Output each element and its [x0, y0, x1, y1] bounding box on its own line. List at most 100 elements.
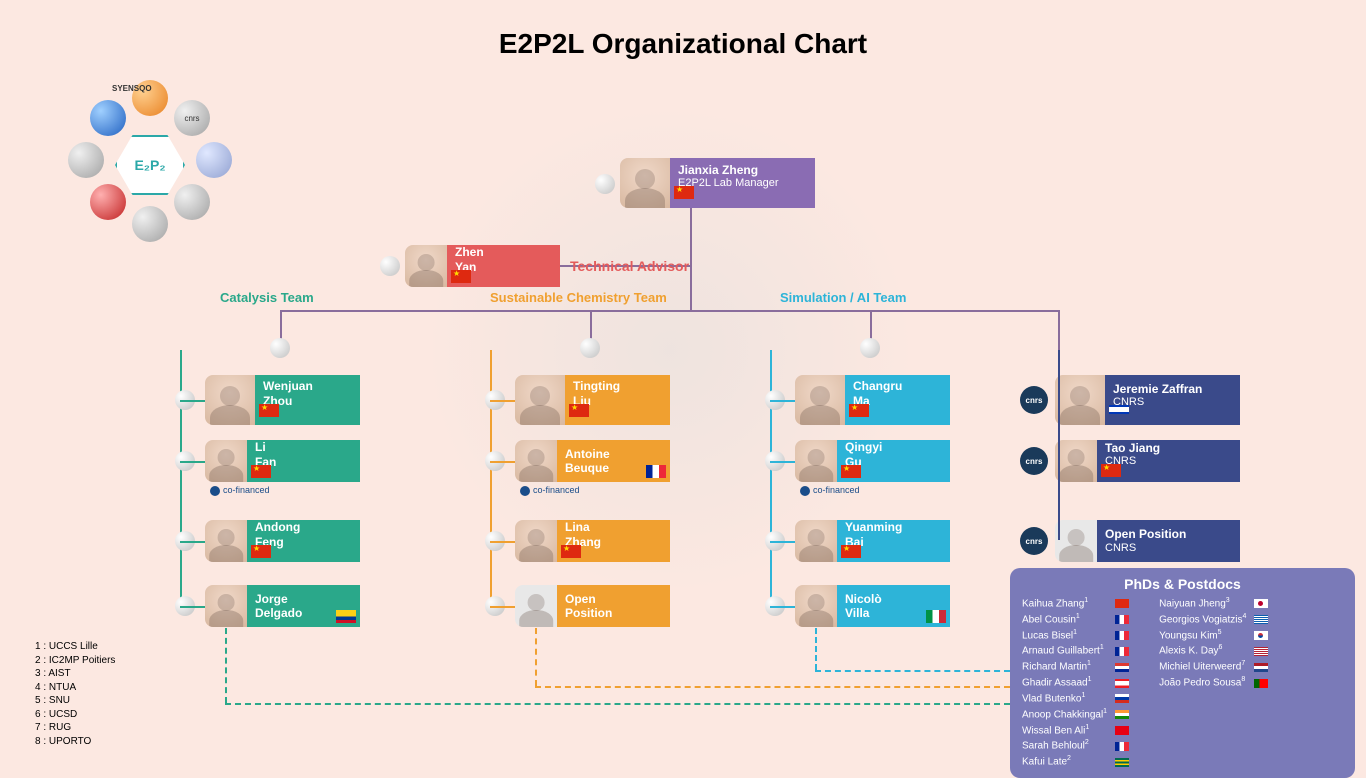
connector [1058, 350, 1060, 540]
node-sphere [380, 256, 400, 276]
phd-name: Georgios Vogiatzis4 [1159, 612, 1246, 628]
avatar [515, 440, 557, 482]
person-card: WenjuanZhou [205, 375, 360, 425]
technical-advisor-label: Technical Advisor [570, 258, 689, 274]
flag-icon [1254, 679, 1268, 688]
flag-icon [849, 404, 869, 417]
person-role: CNRS [1105, 542, 1232, 555]
flag-icon [1115, 599, 1129, 608]
phd-row: Alexis K. Day6 [1159, 643, 1268, 659]
person-last: Position [565, 606, 662, 620]
connector-dashed [225, 703, 1010, 705]
connector [180, 461, 205, 463]
person-card: YuanmingBai [795, 520, 950, 562]
footnote-line: 2 : IC2MP Poitiers [35, 654, 115, 668]
flag-icon [1254, 631, 1268, 640]
person-first: Changru [853, 379, 942, 393]
phd-name: Abel Cousin1 [1022, 612, 1080, 628]
flag-icon [1115, 726, 1129, 735]
phd-row: Michiel Uiterweerd7 [1159, 659, 1268, 675]
connector [770, 461, 795, 463]
phd-name: Vlad Butenko1 [1022, 691, 1085, 707]
syensqo-label: SYENSQO [112, 84, 152, 93]
flag-icon [451, 270, 471, 283]
avatar [405, 245, 447, 287]
flag-icon [569, 404, 589, 417]
person-card: LiFan [205, 440, 360, 482]
connector [770, 350, 772, 605]
phd-name: Sarah Behloul2 [1022, 738, 1089, 754]
phd-row: Kaihua Zhang1 [1022, 596, 1129, 612]
flag-icon [1254, 599, 1268, 608]
flag-icon [259, 404, 279, 417]
person-card: OpenPosition [515, 585, 670, 627]
footnote-line: 5 : SNU [35, 694, 115, 708]
phd-name: Youngsu Kim5 [1159, 628, 1221, 644]
phd-row: Ghadir Assaad1 [1022, 675, 1129, 691]
person-card: Tao JiangCNRS [1055, 440, 1240, 482]
phd-row: Vlad Butenko1 [1022, 691, 1129, 707]
person-name: Jianxia Zheng [678, 163, 807, 177]
connector [180, 541, 205, 543]
cofinanced-badge: co-financed [520, 485, 580, 496]
person-card: TingtingLiu [515, 375, 670, 425]
connector [770, 606, 795, 608]
avatar [205, 520, 247, 562]
flag-icon [1115, 694, 1129, 703]
tech-advisor-card: Zhen Yan [405, 245, 560, 287]
phd-row: Naiyuan Jheng3 [1159, 596, 1268, 612]
footnote-line: 7 : RUG [35, 721, 115, 735]
connector [1058, 310, 1060, 350]
phd-row: Abel Cousin1 [1022, 612, 1129, 628]
phd-row: Youngsu Kim5 [1159, 628, 1268, 644]
flag-icon [1115, 615, 1129, 624]
phd-row: Arnaud Guillabert1 [1022, 643, 1129, 659]
page-title: E2P2L Organizational Chart [499, 28, 867, 60]
avatar [205, 585, 247, 627]
connector [180, 350, 182, 605]
flag-icon [251, 465, 271, 478]
footnote-line: 3 : AIST [35, 667, 115, 681]
flag-icon [841, 465, 861, 478]
flag-icon [561, 545, 581, 558]
cofinanced-badge: co-financed [210, 485, 270, 496]
person-first: Nicolò [845, 592, 942, 606]
person-name: Jeremie Zaffran [1113, 382, 1232, 396]
phd-name: Alexis K. Day6 [1159, 643, 1222, 659]
connector-dashed [815, 670, 1010, 672]
team-label-simulation: Simulation / AI Team [780, 290, 906, 305]
connector [180, 400, 205, 402]
connector-dashed [535, 628, 537, 686]
phd-row: Sarah Behloul2 [1022, 738, 1129, 754]
partner-logo-sphere [68, 142, 104, 178]
phd-name: Richard Martin1 [1022, 659, 1091, 675]
flag-icon [1115, 679, 1129, 688]
phd-row: Richard Martin1 [1022, 659, 1129, 675]
phd-name: Naiyuan Jheng3 [1159, 596, 1230, 612]
phd-name: João Pedro Sousa8 [1159, 675, 1245, 691]
partner-logo-sphere [196, 142, 232, 178]
person-first: Antoine [565, 447, 662, 461]
connector-dashed [815, 628, 817, 670]
team-label-catalysis: Catalysis Team [220, 290, 314, 305]
avatar [795, 375, 845, 425]
node-sphere [595, 174, 615, 194]
flag-icon [1115, 663, 1129, 672]
phd-row: Lucas Bisel1 [1022, 628, 1129, 644]
person-card: JorgeDelgado [205, 585, 360, 627]
avatar [795, 520, 837, 562]
person-card: LinaZhang [515, 520, 670, 562]
person-first: Lina [565, 520, 662, 534]
lab-manager-card: Jianxia Zheng E2P2L Lab Manager [620, 158, 815, 208]
person-first: Tingting [573, 379, 662, 393]
partner-logo-sphere [132, 206, 168, 242]
avatar [795, 440, 837, 482]
avatar [1055, 440, 1097, 482]
flag-icon [1115, 742, 1129, 751]
partner-logo-sphere [90, 184, 126, 220]
person-first: Qingyi [845, 440, 942, 454]
person-card: Open PositionCNRS [1055, 520, 1240, 562]
phd-row: Anoop Chakkingal1 [1022, 707, 1129, 723]
phd-name: Wissal Ben Ali1 [1022, 723, 1089, 739]
flag-icon [926, 610, 946, 623]
